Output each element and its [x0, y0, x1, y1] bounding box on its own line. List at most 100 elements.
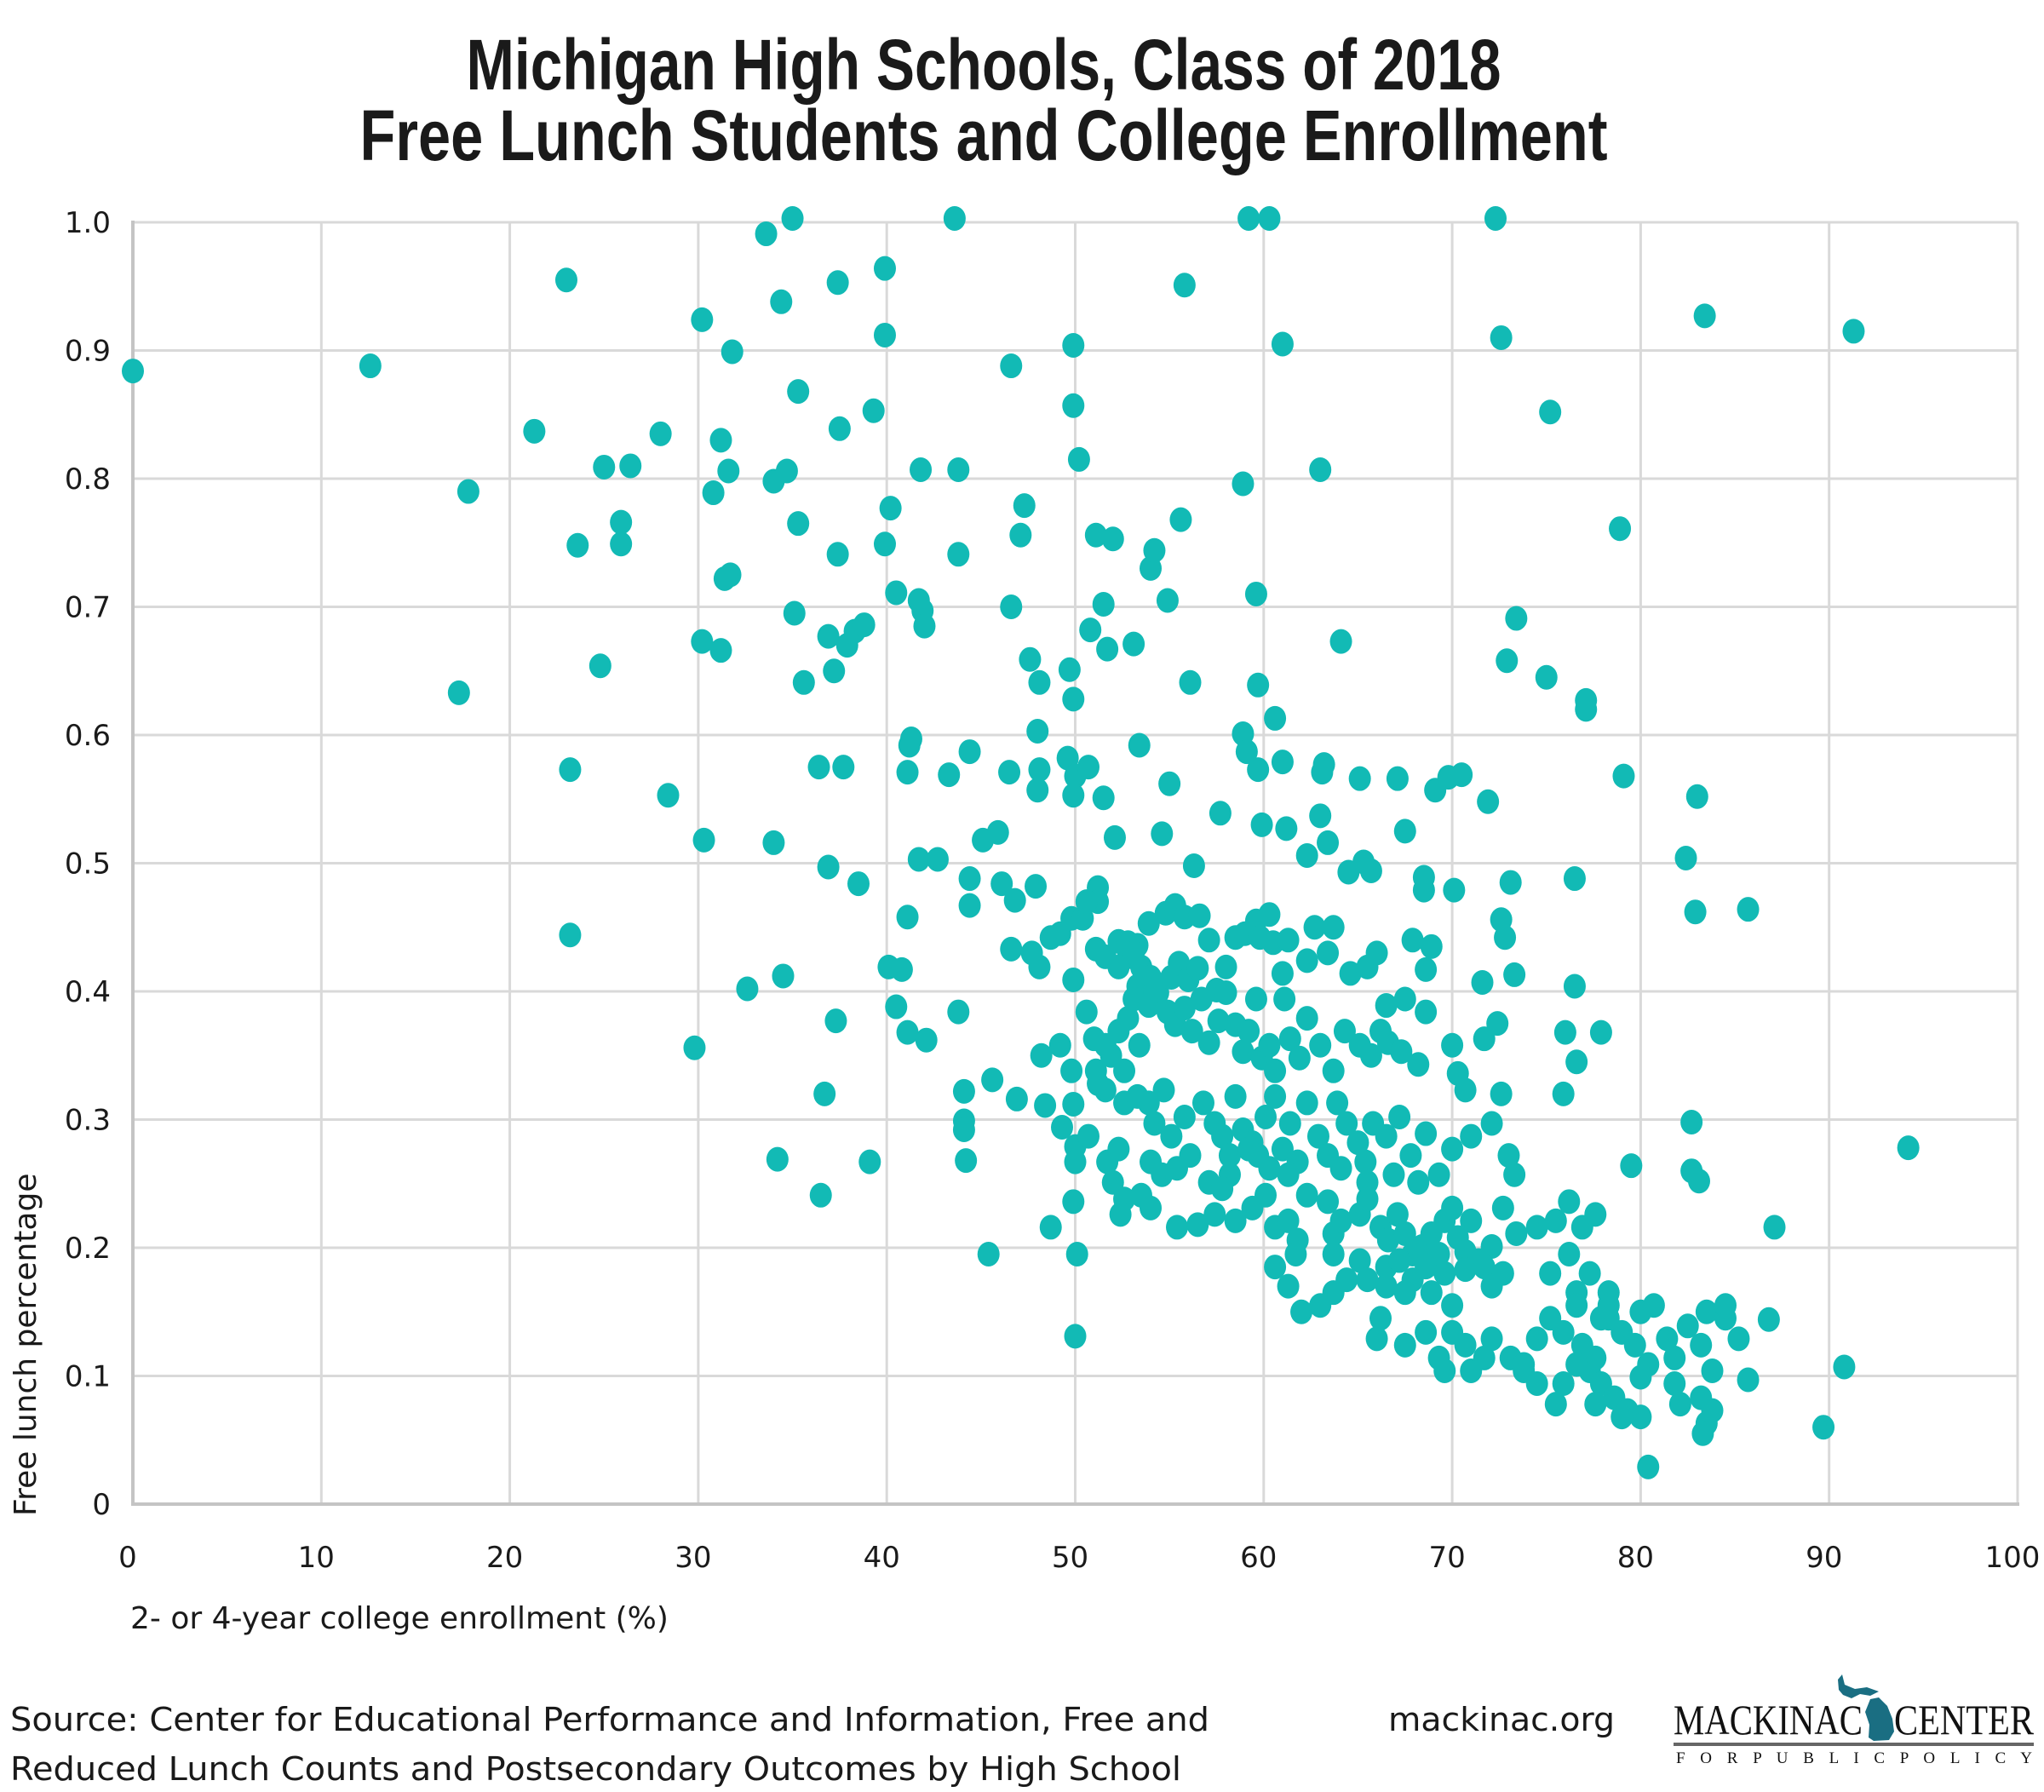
data-point	[559, 757, 582, 783]
data-point	[1701, 1358, 1724, 1383]
data-point	[952, 1078, 975, 1104]
data-point	[1356, 1186, 1379, 1212]
data-point	[1173, 273, 1196, 298]
data-point	[762, 830, 785, 855]
logo-tagline: F O R P U B L I C P O L I C Y	[1676, 1749, 2032, 1767]
data-point	[1441, 1136, 1464, 1162]
data-point	[1690, 1332, 1713, 1358]
data-point	[1062, 783, 1085, 808]
data-point	[896, 1019, 919, 1045]
data-point	[1539, 1261, 1562, 1286]
data-point	[1393, 1332, 1416, 1358]
data-point	[1207, 1008, 1230, 1034]
data-point	[755, 221, 778, 247]
data-point	[1107, 954, 1130, 979]
data-point	[947, 542, 970, 567]
x-tick-label: 100	[1985, 1541, 2041, 1575]
data-point	[915, 1027, 938, 1053]
data-point	[781, 205, 804, 231]
data-point	[1491, 1195, 1514, 1221]
data-point	[1058, 657, 1081, 682]
data-point	[1460, 1208, 1483, 1233]
data-point	[1096, 636, 1119, 662]
x-tick-label: 60	[1240, 1541, 1277, 1575]
data-point	[717, 458, 740, 484]
data-point	[1264, 705, 1287, 731]
data-point	[719, 562, 742, 588]
data-point	[1113, 1058, 1136, 1083]
data-point	[1441, 1293, 1464, 1318]
data-point	[1128, 732, 1151, 758]
data-point	[1278, 1026, 1301, 1052]
data-point	[649, 421, 672, 446]
data-point	[1376, 1227, 1399, 1253]
data-point	[823, 658, 846, 684]
data-point	[896, 760, 919, 785]
data-point	[1480, 1326, 1503, 1352]
data-point	[1563, 974, 1586, 999]
data-point	[1311, 760, 1334, 785]
data-point	[998, 760, 1021, 785]
data-point	[1505, 1221, 1528, 1246]
data-point	[1151, 821, 1174, 847]
data-point	[1224, 1083, 1247, 1109]
data-point	[1737, 1367, 1760, 1393]
data-point	[1491, 1261, 1514, 1286]
data-point	[1190, 986, 1213, 1012]
data-point	[1552, 1081, 1575, 1106]
data-point	[1454, 1077, 1477, 1103]
data-point	[1407, 1169, 1430, 1195]
data-point	[1306, 1123, 1329, 1149]
data-point	[1629, 1364, 1652, 1390]
data-point	[1247, 672, 1270, 698]
data-point	[1415, 1319, 1438, 1345]
data-point	[1584, 1202, 1607, 1227]
website-link[interactable]: mackinac.org	[1388, 1701, 1615, 1738]
data-point	[1329, 629, 1352, 654]
data-point	[1180, 1019, 1203, 1044]
data-point	[1026, 778, 1049, 803]
data-point	[1388, 1248, 1411, 1273]
data-point	[1077, 755, 1100, 780]
data-point	[1558, 1189, 1581, 1215]
data-point	[826, 542, 849, 567]
data-point	[1003, 887, 1026, 913]
data-point	[1034, 1093, 1057, 1118]
data-point	[899, 727, 922, 752]
data-point	[1077, 1123, 1100, 1149]
data-point	[1897, 1135, 1920, 1161]
data-point	[813, 1081, 836, 1106]
data-point	[1109, 1202, 1132, 1227]
data-point	[1441, 1032, 1464, 1058]
data-point	[1143, 537, 1166, 563]
data-point	[1441, 1195, 1464, 1221]
data-point	[691, 307, 714, 332]
data-point	[1812, 1415, 1835, 1440]
data-point	[1460, 1123, 1483, 1149]
data-point	[1433, 1261, 1456, 1286]
x-tick-label: 30	[675, 1541, 711, 1575]
data-point	[1000, 594, 1023, 619]
data-point	[817, 623, 840, 649]
data-point	[1166, 1215, 1189, 1240]
data-point	[1578, 1261, 1601, 1286]
data-point	[1075, 889, 1098, 915]
data-point	[523, 418, 546, 444]
data-point	[1757, 1307, 1780, 1332]
data-point	[787, 511, 810, 537]
data-point	[766, 1146, 789, 1172]
data-point	[1143, 1111, 1166, 1136]
data-point	[1563, 866, 1586, 892]
data-point	[359, 353, 382, 379]
data-point	[1084, 1058, 1107, 1083]
data-point	[1173, 1104, 1196, 1129]
data-point	[610, 531, 633, 557]
data-point	[1388, 1104, 1411, 1129]
y-tick-labels: 0 0.1 0.2 0.3 0.4 0.5 0.6 0.7 0.8 0.9 1.0	[65, 206, 111, 1522]
data-point	[1393, 1280, 1416, 1306]
data-point	[1589, 1019, 1612, 1045]
y-tick-label: 0.9	[65, 335, 111, 369]
data-point	[809, 1182, 832, 1208]
data-point	[1191, 1090, 1214, 1116]
data-point	[1182, 853, 1205, 879]
